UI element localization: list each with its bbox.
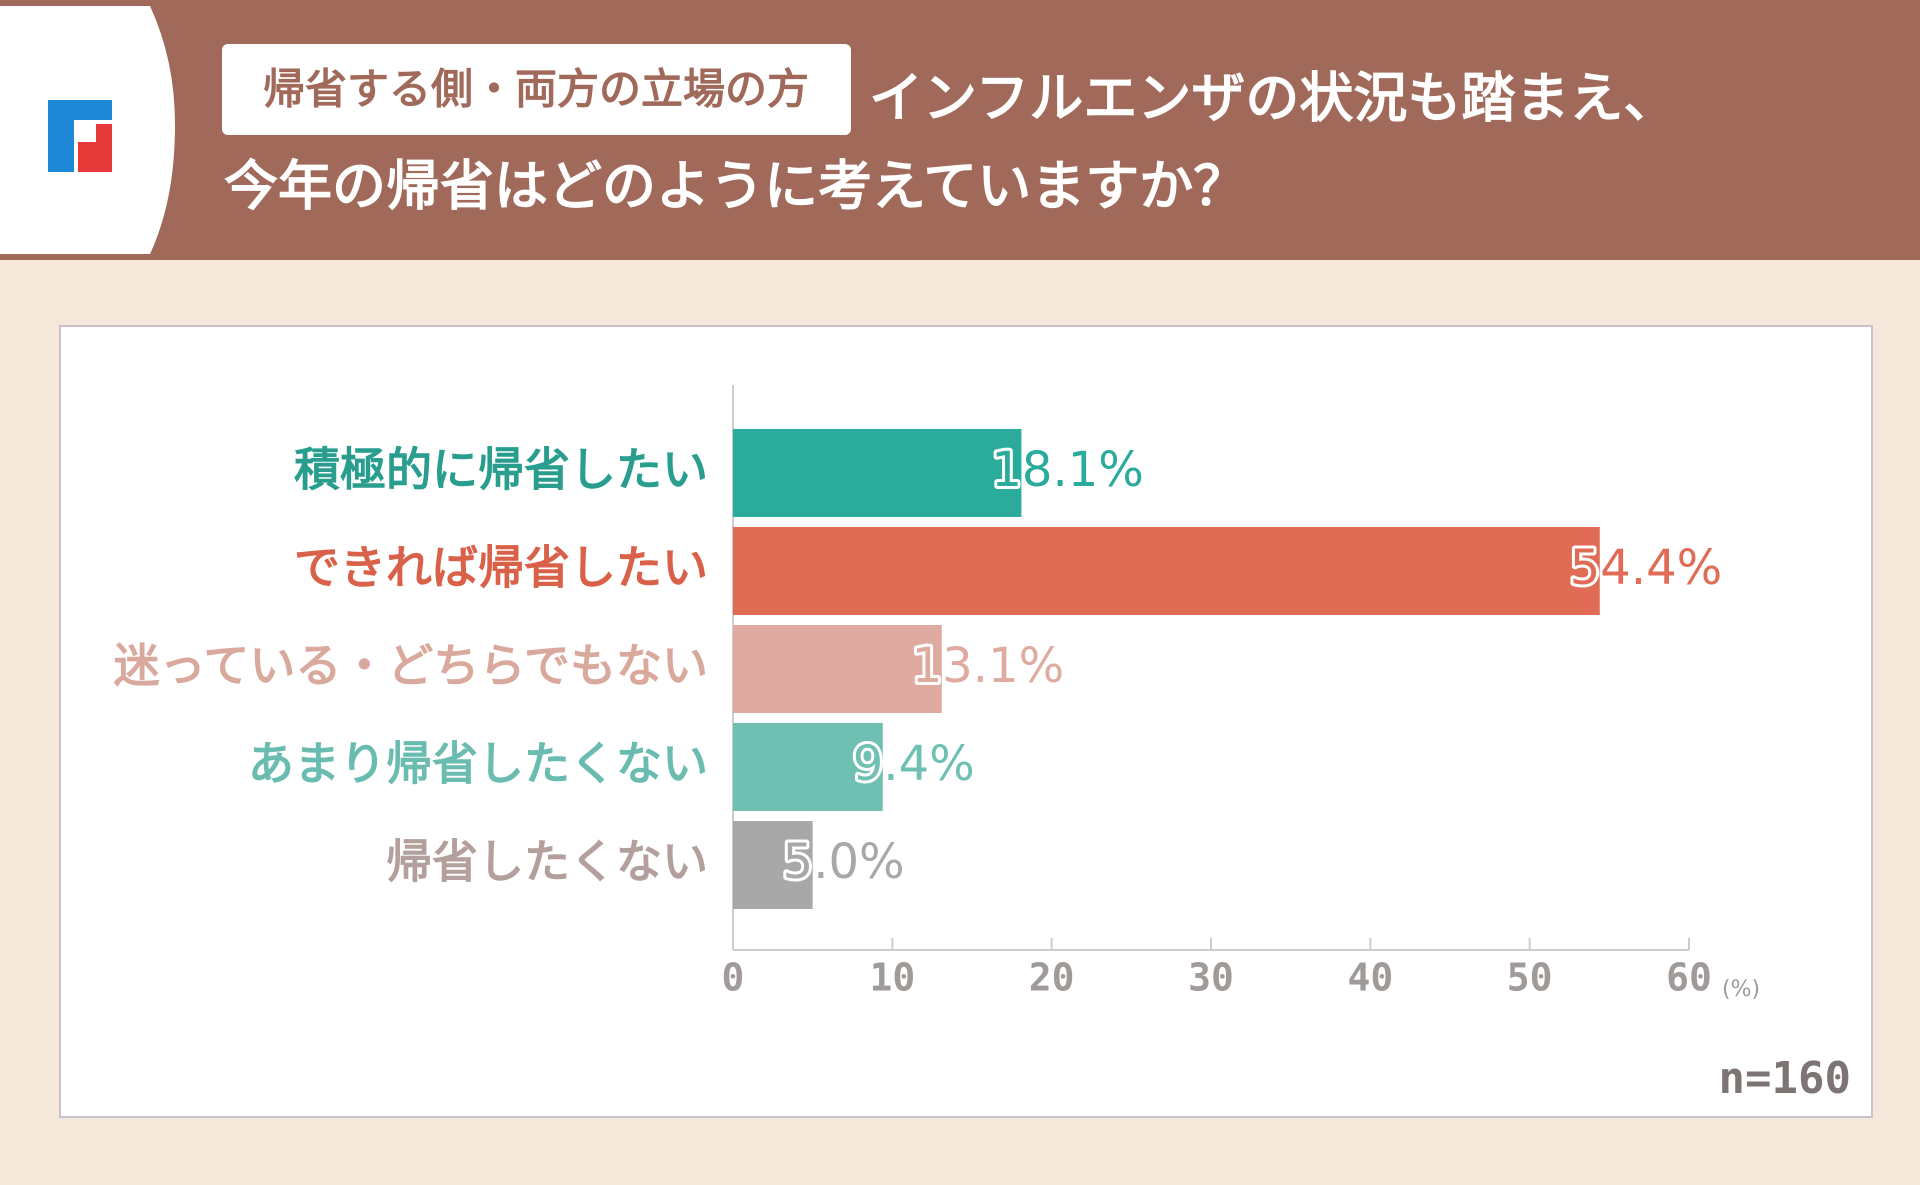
x-axis-unit: (%) xyxy=(1722,977,1760,1002)
category-label: あまり帰省したくない xyxy=(248,737,708,791)
badge-text: 帰省する側・両方の立場の方 xyxy=(263,65,809,114)
x-tick-label: 0 xyxy=(722,956,745,1000)
category-label: 帰省したくない xyxy=(386,835,708,889)
x-tick-label: 10 xyxy=(869,956,915,1000)
bar xyxy=(733,723,883,811)
category-label: 迷っている・どちらでもない xyxy=(114,639,708,693)
badge xyxy=(222,44,851,135)
value-label: 54.4% xyxy=(1570,540,1722,596)
x-tick-label: 50 xyxy=(1507,956,1553,1000)
value-label: 13.1% xyxy=(912,638,1064,694)
value-label: 5.0% xyxy=(783,834,905,890)
x-tick-label: 40 xyxy=(1347,956,1393,1000)
logo xyxy=(48,100,112,172)
x-tick-label: 60 xyxy=(1666,956,1712,1000)
title: インフルエンザの状況も踏まえ、 xyxy=(869,67,1677,130)
value-label: 9.4% xyxy=(853,736,975,792)
bar xyxy=(733,821,813,909)
bar xyxy=(733,527,1600,615)
category-label: 積極的に帰省したい xyxy=(294,443,708,497)
title: 今年の帰省はどのように考えていますか？ xyxy=(224,155,1247,218)
category-label: できれば帰省したい xyxy=(294,541,708,595)
x-tick-label: 20 xyxy=(1029,956,1075,1000)
sample-size-note: n=160 xyxy=(1719,1053,1851,1104)
x-tick-label: 30 xyxy=(1188,956,1234,1000)
value-label: 18.1% xyxy=(991,442,1143,498)
bar xyxy=(733,429,1022,517)
bar xyxy=(733,625,942,713)
